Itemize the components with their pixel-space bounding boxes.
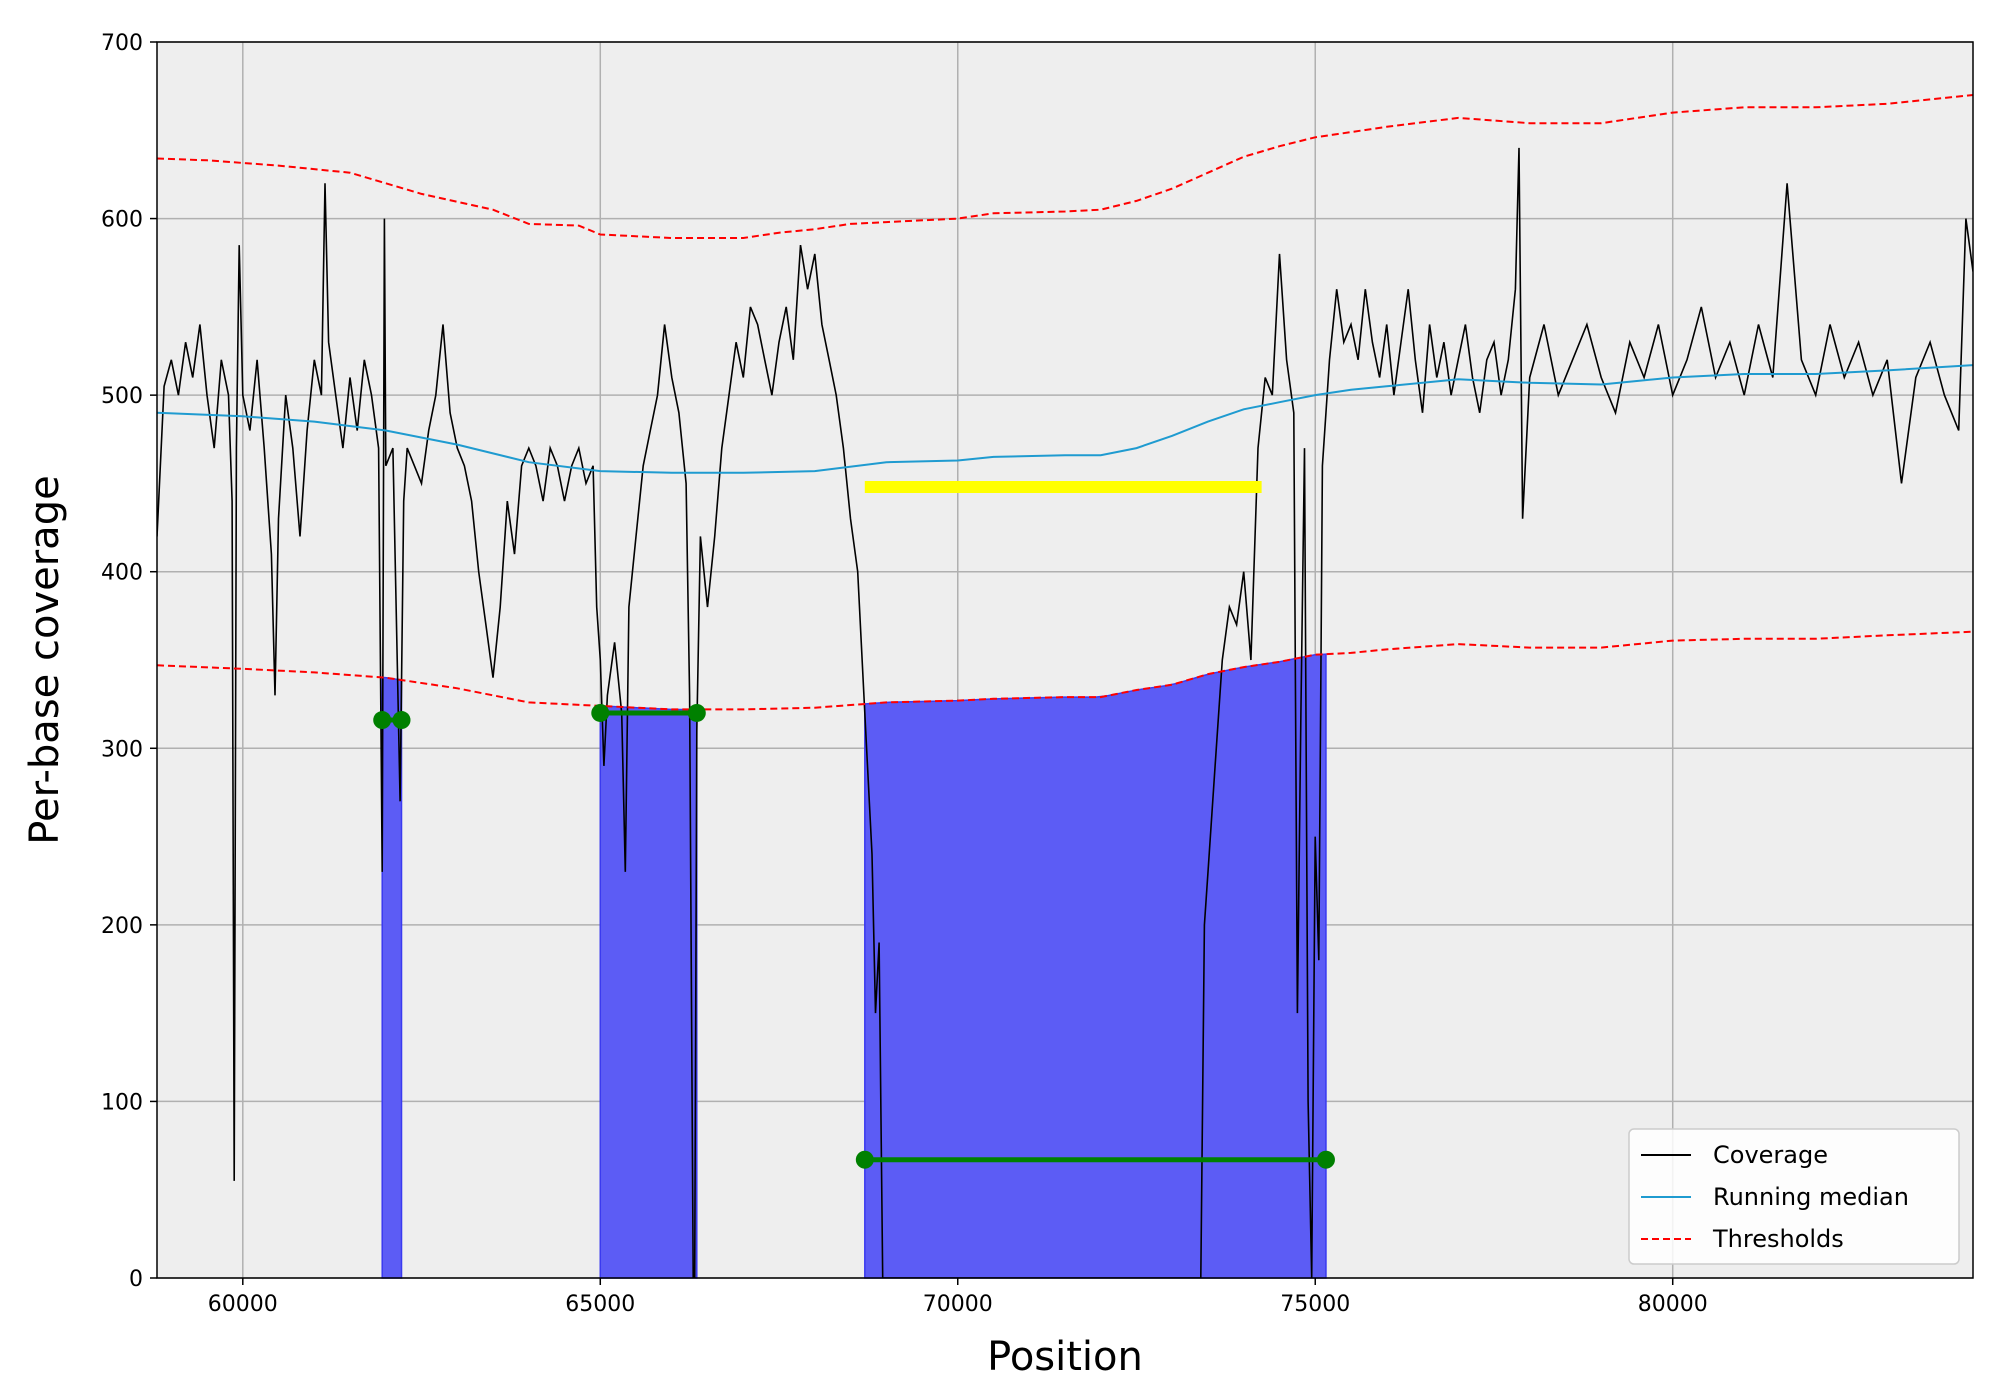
series-line [157, 147, 1973, 1278]
series-line [157, 364, 1973, 474]
interval-start-point [373, 711, 392, 730]
y-tick-label: 300 [101, 737, 143, 762]
interval-end-point [392, 711, 411, 730]
series-lines [157, 94, 1973, 1278]
interval-start-point [855, 1150, 874, 1169]
x-tick-label: 70000 [923, 1292, 993, 1317]
x-tick-label: 75000 [1280, 1292, 1350, 1317]
legend: Coverage Running median Thresholds [1628, 1128, 1960, 1265]
x-tick-label: 65000 [565, 1292, 635, 1317]
interval-end-point [1316, 1150, 1335, 1169]
overlay-marks [373, 480, 1335, 1169]
interval-start-point [591, 703, 610, 722]
legend-box [1628, 1128, 1960, 1265]
y-tick-label: 100 [101, 1090, 143, 1115]
y-tick-label: 500 [101, 384, 143, 409]
plot-frame [156, 41, 1974, 1279]
shaded-region [864, 653, 1327, 1279]
y-tick-label: 200 [101, 914, 143, 939]
series-line [157, 94, 1973, 239]
y-axis-ticks: 0 100 200 300 400 500 600 700 [101, 31, 157, 1292]
x-axis-ticks: 60000 65000 70000 75000 80000 [208, 1278, 1708, 1317]
y-axis-title: Per-base coverage [22, 475, 68, 844]
y-tick-label: 0 [129, 1267, 143, 1292]
y-tick-label: 400 [101, 561, 143, 586]
legend-label: Coverage [1713, 1141, 1828, 1169]
x-tick-label: 60000 [208, 1292, 278, 1317]
y-tick-label: 600 [101, 208, 143, 233]
legend-label: Thresholds [1712, 1225, 1844, 1253]
series-line [157, 630, 1973, 711]
x-axis-title: Position [987, 1334, 1143, 1380]
y-tick-label: 700 [101, 31, 143, 56]
interval-end-point [687, 703, 706, 722]
shaded-regions [381, 653, 1327, 1279]
x-tick-label: 80000 [1638, 1292, 1708, 1317]
legend-label: Running median [1713, 1183, 1909, 1211]
shaded-region [599, 705, 698, 1279]
